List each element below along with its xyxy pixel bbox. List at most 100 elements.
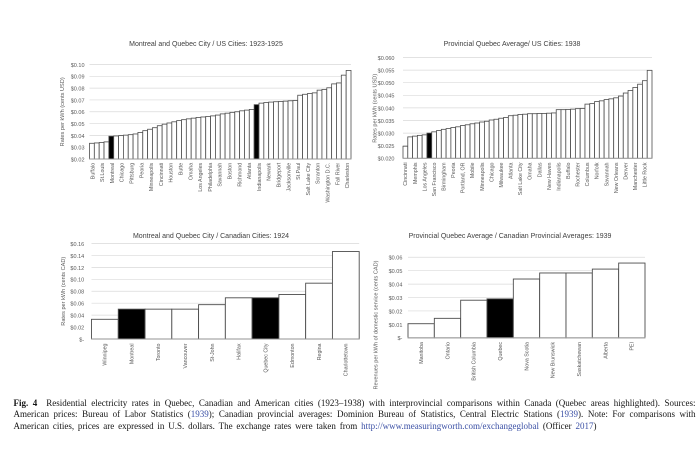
svg-text:Pittsburg: Pittsburg [130,163,136,184]
svg-text:Quebec City: Quebec City [263,343,269,372]
svg-text:PEI: PEI [630,342,636,351]
svg-text:$0.10: $0.10 [71,63,85,69]
svg-text:Montreal: Montreal [129,344,135,365]
svg-text:Alberta: Alberta [603,342,609,359]
svg-text:St.Paul: St.Paul [296,163,302,180]
svg-text:British Columbia: British Columbia [472,342,478,381]
svg-text:$0.10: $0.10 [70,278,84,284]
svg-text:Indianapolis: Indianapolis [257,162,263,191]
svg-text:$0.06: $0.06 [71,110,85,116]
svg-text:$0.040: $0.040 [378,106,395,112]
svg-text:$0.025: $0.025 [378,144,395,150]
svg-text:Columbus: Columbus [585,162,591,186]
svg-text:Atlanta: Atlanta [509,162,515,179]
svg-text:Salt Lake City: Salt Lake City [306,162,312,195]
svg-text:Montreal and Quebec City / Can: Montreal and Quebec City / Canadian Citi… [133,233,289,240]
svg-text:Denver: Denver [623,162,629,179]
svg-text:Salt Lake City: Salt Lake City [518,162,524,195]
svg-text:$0.06: $0.06 [389,256,403,262]
svg-text:Mobile: Mobile [470,162,476,178]
svg-text:Edmonton: Edmonton [290,343,296,367]
svg-text:$0.04: $0.04 [71,134,85,140]
svg-text:Ontario: Ontario [445,342,451,359]
svg-text:Washington D.C.: Washington D.C. [326,163,332,203]
svg-text:$0.055: $0.055 [378,69,395,75]
svg-text:$0.045: $0.045 [378,94,395,100]
svg-text:Savannah: Savannah [218,163,224,187]
svg-text:Regina: Regina [317,343,323,360]
svg-text:$0.14: $0.14 [70,254,84,260]
svg-text:Birmingham: Birmingham [442,162,448,191]
svg-text:Newark: Newark [267,162,273,180]
svg-text:$0.02: $0.02 [71,157,85,163]
svg-text:Milwaukee: Milwaukee [499,162,505,187]
svg-text:Buffalo: Buffalo [566,162,572,178]
svg-text:Little Rock: Little Rock [643,162,649,187]
svg-text:$0.050: $0.050 [378,81,395,87]
svg-text:Provincial Quebec Average / Ca: Provincial Quebec Average / Canadian Pro… [409,233,612,240]
svg-text:Minneapolis: Minneapolis [149,162,155,191]
svg-text:Memphis: Memphis [413,162,419,184]
svg-text:Halifax: Halifax [237,343,243,360]
svg-text:Rates per kWh (cents USD): Rates per kWh (cents USD) [372,74,378,143]
svg-text:Jacksonville: Jacksonville [286,163,292,192]
svg-text:$0.09: $0.09 [71,75,85,81]
svg-text:Savannah: Savannah [604,162,610,186]
svg-text:$0.03: $0.03 [71,146,85,152]
svg-text:Manitoba: Manitoba [419,342,425,364]
svg-text:Indianapolis: Indianapolis [556,162,562,191]
svg-text:Revenues per kWh of domestic s: Revenues per kWh of domestic service (ce… [374,260,380,389]
svg-text:Quebec: Quebec [498,342,504,361]
svg-text:Rochester: Rochester [576,162,582,186]
svg-text:Cincinnati: Cincinnati [159,163,165,186]
svg-text:Buffalo: Buffalo [90,163,96,179]
svg-text:$0.04: $0.04 [70,314,84,320]
svg-text:Philadelphia: Philadelphia [208,163,214,192]
svg-text:Peoria: Peoria [139,163,145,178]
svg-text:Norfolk: Norfolk [595,162,601,179]
svg-text:Saskatchewan: Saskatchewan [577,342,583,377]
svg-text:Houston: Houston [169,163,175,183]
svg-text:Peoria: Peoria [451,162,457,177]
svg-text:Chicago: Chicago [120,163,126,182]
svg-text:Rates per kWh (cents USD): Rates per kWh (cents USD) [60,77,66,146]
svg-text:Provincial Quebec Average/ US: Provincial Quebec Average/ US Cities: 19… [444,41,581,48]
svg-text:Omaha: Omaha [188,163,194,180]
svg-text:Minneapolis: Minneapolis [480,162,486,191]
svg-text:San Francisco: San Francisco [432,162,438,196]
svg-text:Toronto: Toronto [156,343,162,361]
svg-text:St-John: St-John [210,343,216,361]
svg-text:$0.02: $0.02 [70,325,84,331]
svg-text:$0.03: $0.03 [389,296,403,302]
svg-text:Bridgeport: Bridgeport [277,162,283,187]
svg-text:$0.04: $0.04 [389,283,403,289]
svg-text:$-: $- [79,337,84,343]
svg-text:Montreal: Montreal [110,163,116,184]
svg-text:$0.08: $0.08 [71,87,85,93]
svg-text:$0.030: $0.030 [378,132,395,138]
svg-text:Montreal and Quebec City / US: Montreal and Quebec City / US Cities: 19… [129,41,283,48]
svg-text:New Orleans: New Orleans [614,162,620,193]
svg-text:Omaha: Omaha [528,162,534,179]
svg-text:$0.12: $0.12 [70,266,84,272]
svg-text:New Brunswick: New Brunswick [551,342,557,379]
svg-text:$0.05: $0.05 [389,269,403,275]
svg-text:Atlanta: Atlanta [247,163,253,180]
svg-text:Los Angeles: Los Angeles [422,162,428,191]
svg-text:Scranton: Scranton [316,163,322,184]
svg-text:New Haven: New Haven [547,162,553,189]
svg-text:$0.060: $0.060 [378,56,395,62]
svg-text:$0.06: $0.06 [70,302,84,308]
svg-text:Portland, OR: Portland, OR [461,162,467,193]
svg-text:$0.020: $0.020 [378,157,395,163]
svg-text:Cincinnati: Cincinnati [403,163,409,186]
svg-text:$0.01: $0.01 [389,323,403,329]
svg-text:Winnipeg: Winnipeg [103,343,109,365]
svg-text:$0.02: $0.02 [389,309,403,315]
svg-text:Rates per kWh (cents CAD): Rates per kWh (cents CAD) [61,257,67,326]
svg-text:$0.08: $0.08 [70,290,84,296]
svg-text:$0.05: $0.05 [71,122,85,128]
svg-text:Charlottetown: Charlottetown [344,343,350,376]
svg-text:$-: $- [398,336,403,342]
svg-text:Nova Scotia: Nova Scotia [524,342,530,371]
